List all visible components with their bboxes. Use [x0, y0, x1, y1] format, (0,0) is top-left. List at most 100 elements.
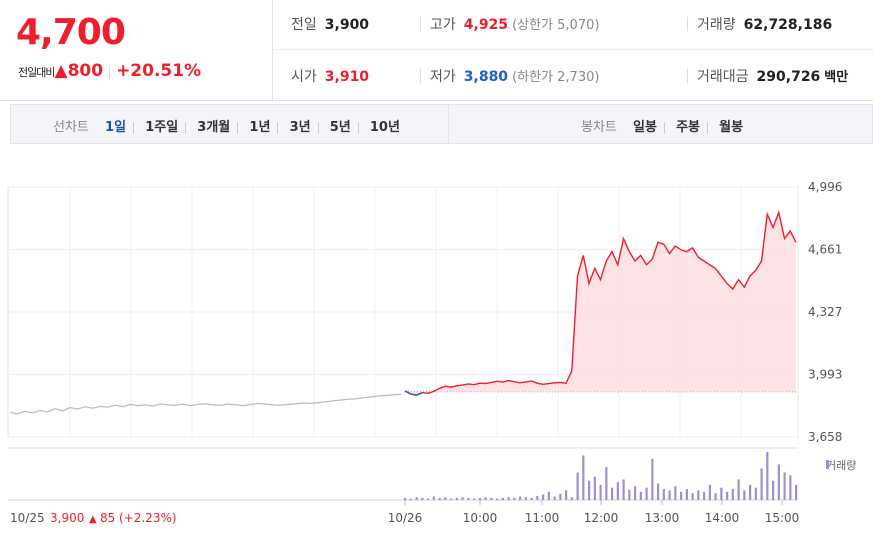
- volume-bar: [783, 472, 786, 500]
- volume-bar: [404, 497, 407, 500]
- volume-bar: [668, 490, 671, 500]
- divider: [420, 69, 421, 83]
- price-summary: 4,700 전일대비▲800 +20.51%: [0, 0, 273, 100]
- volume-bar: [570, 497, 573, 500]
- volume-bar: [697, 490, 700, 500]
- volume-bar: [628, 489, 631, 500]
- volume-bar: [708, 484, 711, 500]
- y-tick-label: 4,327: [808, 305, 842, 319]
- period-10y-button[interactable]: 10년: [369, 120, 400, 135]
- volume-bar: [674, 486, 677, 500]
- volume-bars: [404, 452, 798, 500]
- volume-bar: [455, 497, 458, 500]
- candle-monthly-button[interactable]: 월봉: [719, 120, 744, 135]
- change-label: 전일대비: [18, 66, 55, 79]
- divider: [420, 17, 421, 31]
- volume-bar: [473, 498, 476, 500]
- volume-bar: [789, 475, 792, 500]
- y-tick-label: 3,993: [808, 367, 842, 381]
- volume-bar: [691, 493, 694, 500]
- x-tick-label: 14:00: [705, 511, 740, 525]
- candle-chart-group: 봉차트 일봉 주봉 월봉: [581, 116, 743, 135]
- volume-bar: [726, 491, 729, 500]
- current-price: 4,700: [16, 12, 126, 53]
- volume-bar: [622, 479, 625, 500]
- volume-bar: [685, 489, 688, 500]
- trade-amount: 거래대금 290,726 백만: [697, 69, 849, 85]
- volume-bar: [415, 497, 418, 500]
- prev-change-label: 85: [100, 511, 115, 525]
- price-header: 4,700 전일대비▲800 +20.51% 전일 3,900 고가 4,925 (상한…: [0, 0, 873, 101]
- volume-bar: [444, 497, 447, 500]
- volume-bar: [662, 489, 665, 500]
- volume-bar: [478, 497, 481, 500]
- volume-bar: [461, 497, 464, 500]
- y-tick-label: 4,661: [808, 243, 842, 257]
- volume-bar: [645, 487, 648, 500]
- chart-toolbar: 선차트 1일 1주일 3개월 1년 3년 5년 10년 봉차트 일봉 주봉 월봉: [10, 104, 873, 144]
- volume-bar: [777, 464, 780, 500]
- volume-bar: [651, 458, 654, 500]
- volume-bar: [680, 491, 683, 500]
- volume-bar: [599, 484, 602, 500]
- period-1y-button[interactable]: 1년: [249, 120, 271, 135]
- open-price: 시가 3,910: [291, 69, 370, 85]
- prev-close: 전일 3,900: [291, 17, 370, 33]
- prev-rate-label: (+2.23%): [119, 511, 177, 525]
- volume-legend-swatch: [826, 460, 829, 469]
- x-tick-label: 15:00: [765, 511, 800, 525]
- change-rate: +20.51%: [116, 61, 202, 81]
- volume-bar: [616, 482, 619, 500]
- volume-bar: [524, 497, 527, 500]
- today-line: [404, 209, 797, 396]
- y-tick-label: 3,658: [808, 430, 842, 444]
- high-price: 고가 4,925 (상한가 5,070): [430, 17, 600, 33]
- volume-bar: [507, 497, 510, 500]
- volume-bar: [547, 491, 550, 500]
- volume-bar: [588, 480, 591, 500]
- up-arrow-icon: ▲: [54, 61, 68, 81]
- volume-bar: [490, 497, 493, 500]
- volume-bar: [565, 490, 568, 500]
- volume-bar: [519, 496, 522, 500]
- candle-daily-button[interactable]: 일봉: [633, 120, 657, 135]
- volume-bar: [714, 493, 717, 500]
- volume-bar: [576, 472, 579, 500]
- volume-bar: [513, 497, 516, 500]
- prev-price-label: 3,900: [50, 511, 84, 525]
- x-tick-label: 10:00: [463, 511, 498, 525]
- period-5y-button[interactable]: 5년: [329, 120, 351, 135]
- today-area: [405, 212, 796, 396]
- volume-bar: [530, 497, 533, 500]
- volume-bar: [772, 480, 775, 500]
- prev-date-label: 10/25: [10, 511, 45, 525]
- y-tick-label: 4,996: [808, 180, 842, 194]
- today-line-down-segment: [404, 390, 423, 396]
- volume-bar: [703, 491, 706, 500]
- period-3y-button[interactable]: 3년: [289, 120, 311, 135]
- volume-bar: [553, 496, 556, 500]
- period-1d-button[interactable]: 1일: [105, 120, 127, 135]
- divider: [272, 49, 873, 50]
- line-chart-group: 선차트 1일 1주일 3개월 1년 3년 5년 10년: [53, 116, 400, 135]
- volume-bar: [639, 491, 642, 500]
- volume-bar: [754, 487, 757, 500]
- volume-bar: [611, 487, 614, 500]
- candle-chart-label: 봉차트: [581, 120, 617, 135]
- divider: [448, 105, 449, 143]
- x-tick-label: 13:00: [645, 511, 680, 525]
- y-axis: 4,996 4,661 4,327 3,993 3,658: [808, 180, 842, 444]
- volume-bar: [737, 479, 740, 500]
- x-axis: 10/26 10:00 11:00 12:00 13:00 14:00 15:00: [388, 500, 800, 525]
- candle-weekly-button[interactable]: 주봉: [676, 120, 701, 135]
- volume-bar: [766, 452, 769, 500]
- prev-up-arrow-icon: ▲: [89, 514, 97, 525]
- volume-legend: 거래량: [826, 459, 856, 472]
- period-3m-button[interactable]: 3개월: [197, 120, 231, 135]
- period-1w-button[interactable]: 1주일: [145, 120, 179, 135]
- volume-bar: [438, 497, 441, 500]
- volume-bar: [634, 486, 637, 500]
- volume-bar: [795, 484, 798, 500]
- volume-bar: [749, 484, 752, 500]
- volume-bar: [582, 455, 585, 500]
